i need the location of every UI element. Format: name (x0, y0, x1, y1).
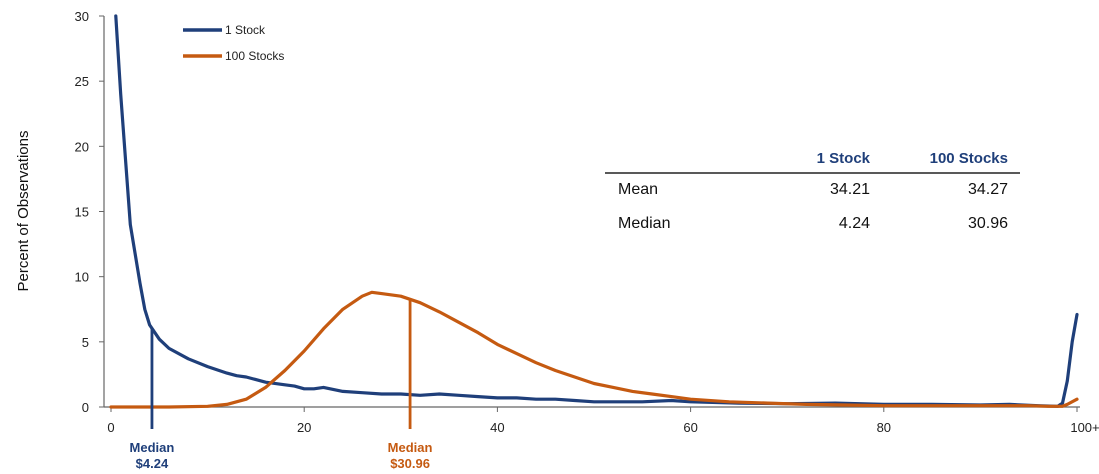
y-tick-label-10: 10 (75, 270, 89, 285)
series-line-1-stock (114, 14, 1079, 408)
y-tick-label-20: 20 (75, 139, 89, 154)
x-tick-label-60: 60 (683, 420, 697, 435)
table-cell-mean-1-stock: 34.21 (830, 181, 870, 198)
x-tick-label-40: 40 (490, 420, 504, 435)
y-tick-label-30: 30 (75, 9, 89, 24)
legend-label-100-stocks: 100 Stocks (225, 49, 284, 63)
table-cell-median-1-stock: 4.24 (839, 215, 870, 232)
legend-label-1-stock: 1 Stock (225, 23, 266, 37)
median-label-title-100-stocks: Median (388, 440, 433, 455)
x-tick-label-20: 20 (297, 420, 311, 435)
series-lines (109, 14, 1079, 409)
legend: 1 Stock 100 Stocks (183, 23, 284, 63)
y-tick-label-15: 15 (75, 205, 89, 220)
x-tick-label-0: 0 (107, 420, 114, 435)
table-header-1-stock: 1 Stock (817, 150, 871, 167)
y-tick-labels: 0 5 10 15 20 25 30 (75, 9, 104, 415)
table-row-mean-label: Mean (618, 181, 658, 198)
table-cell-mean-100-stocks: 34.27 (968, 181, 1008, 198)
x-tick-labels: 0 20 40 60 80 100+ (107, 407, 1099, 435)
summary-table: 1 Stock 100 Stocks Mean 34.21 34.27 Medi… (605, 150, 1020, 232)
x-tick-label-100: 100+ (1070, 420, 1099, 435)
median-label-value-1-stock: $4.24 (136, 456, 169, 471)
y-tick-label-25: 25 (75, 74, 89, 89)
median-label-title-1-stock: Median (130, 440, 175, 455)
table-row-median-label: Median (618, 215, 670, 232)
table-header-100-stocks: 100 Stocks (930, 150, 1008, 167)
median-label-value-100-stocks: $30.96 (390, 456, 430, 471)
y-tick-label-0: 0 (82, 400, 89, 415)
x-tick-label-80: 80 (877, 420, 891, 435)
y-axis-label: Percent of Observations (15, 131, 32, 292)
y-tick-label-5: 5 (82, 335, 89, 350)
series-line-100-stocks (109, 290, 1079, 409)
axes (103, 16, 1080, 408)
table-cell-median-100-stocks: 30.96 (968, 215, 1008, 232)
